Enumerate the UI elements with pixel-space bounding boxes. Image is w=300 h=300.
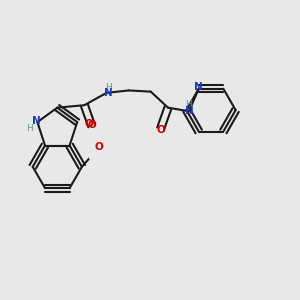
Text: H: H (186, 100, 192, 109)
Text: O: O (95, 142, 103, 152)
Text: O: O (95, 142, 103, 152)
Text: O: O (96, 141, 105, 151)
Text: N: N (32, 116, 40, 126)
Text: N: N (194, 82, 203, 92)
Text: O: O (87, 120, 96, 130)
Text: O: O (84, 119, 93, 129)
Text: N: N (103, 88, 112, 98)
Text: N: N (184, 106, 193, 116)
Text: H: H (105, 83, 111, 92)
Text: H: H (26, 124, 33, 133)
Text: O: O (156, 125, 165, 135)
